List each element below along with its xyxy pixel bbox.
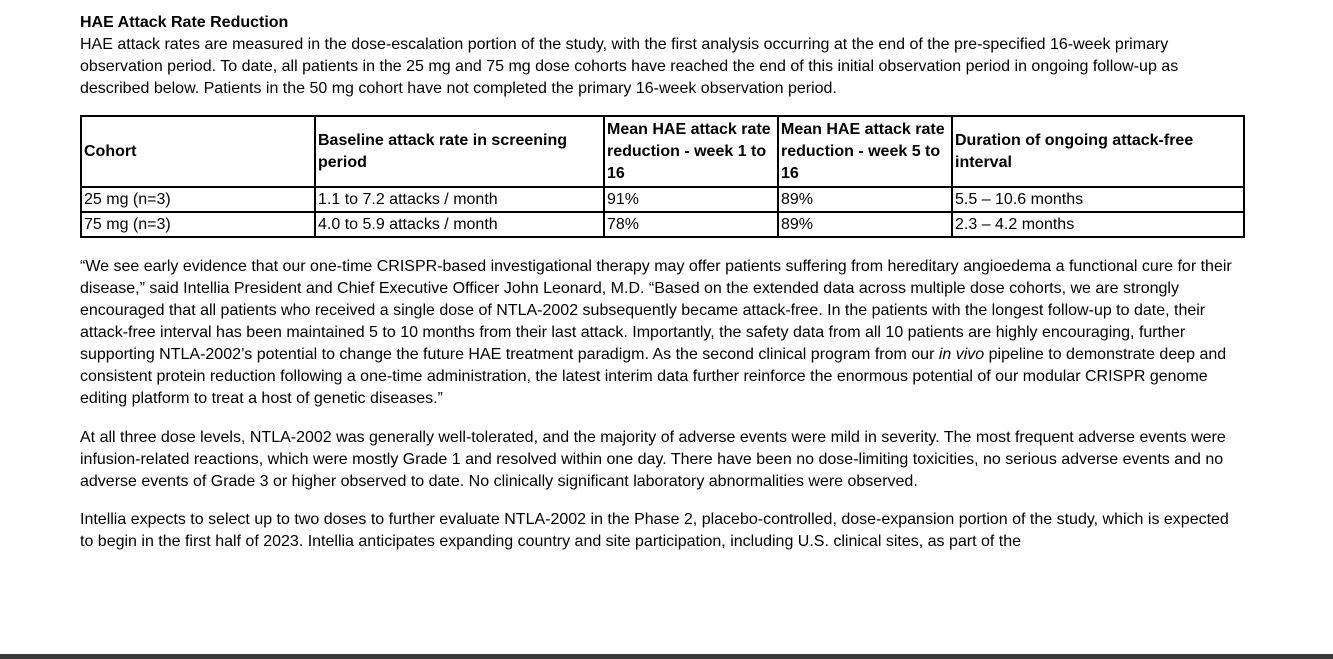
header-cohort: Cohort: [80, 115, 316, 188]
table-row: 25 mg (n=3) 1.1 to 7.2 attacks / month 9…: [80, 186, 1245, 213]
table-header-row: Cohort Baseline attack rate in screening…: [80, 115, 1245, 188]
cell-cohort: 25 mg (n=3): [80, 186, 316, 213]
safety-paragraph: At all three dose levels, NTLA-2002 was …: [80, 429, 1226, 490]
quote-text-start: “We see early evidence that our one-time…: [80, 258, 1232, 363]
cell-reduction-week-1-16: 78%: [603, 211, 779, 238]
header-attack-free-interval: Duration of ongoing attack-free interval: [951, 115, 1245, 188]
table-row: 75 mg (n=3) 4.0 to 5.9 attacks / month 7…: [80, 211, 1245, 238]
quote-text-end: pipeline to demonstrate deep and consist…: [80, 346, 1227, 407]
cell-cohort: 75 mg (n=3): [80, 211, 316, 238]
cell-attack-free-interval: 5.5 – 10.6 months: [951, 186, 1245, 213]
attack-rate-table: Cohort Baseline attack rate in screening…: [80, 115, 1245, 238]
header-baseline-rate: Baseline attack rate in screening period: [314, 115, 605, 188]
header-reduction-week-1-16: Mean HAE attack rate reduction - week 1 …: [603, 115, 779, 188]
bottom-scroll-edge: [0, 654, 1333, 659]
header-reduction-week-5-16: Mean HAE attack rate reduction - week 5 …: [777, 115, 953, 188]
cell-baseline-rate: 1.1 to 7.2 attacks / month: [314, 186, 605, 213]
cell-reduction-week-5-16: 89%: [777, 186, 953, 213]
section-title: HAE Attack Rate Reduction: [80, 14, 289, 31]
ceo-quote-paragraph: “We see early evidence that our one-time…: [80, 256, 1245, 410]
cell-reduction-week-1-16: 91%: [603, 186, 779, 213]
quote-italic-term: in vivo: [938, 346, 985, 363]
outlook-paragraph: Intellia expects to select up to two dos…: [80, 511, 1229, 550]
cell-attack-free-interval: 2.3 – 4.2 months: [951, 211, 1245, 238]
cell-baseline-rate: 4.0 to 5.9 attacks / month: [314, 211, 605, 238]
intro-paragraph: HAE attack rates are measured in the dos…: [80, 36, 1179, 97]
document-page: HAE Attack Rate Reduction HAE attack rat…: [80, 12, 1245, 553]
cell-reduction-week-5-16: 89%: [777, 211, 953, 238]
